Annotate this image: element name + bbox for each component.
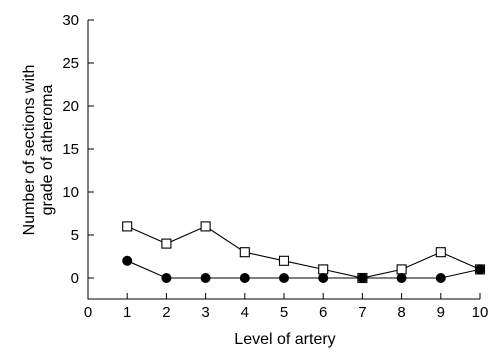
ticks: 0 5 10 15 20 25 30 0 1 2 3 4 5 6 7 8 9 10 bbox=[62, 12, 488, 321]
y-tick-label: 25 bbox=[62, 55, 79, 72]
data-point-circle bbox=[318, 273, 329, 283]
x-tick-label: 1 bbox=[123, 304, 131, 321]
data-point-square bbox=[318, 264, 329, 275]
y-tick-label: 0 bbox=[71, 270, 79, 287]
x-tick-label: 6 bbox=[319, 304, 327, 321]
data-point-circle bbox=[161, 273, 172, 283]
data-point-circle bbox=[475, 264, 485, 275]
x-tick-label: 10 bbox=[472, 304, 488, 321]
y-axis-label-line-2: grade of atheroma bbox=[39, 85, 56, 216]
y-axis-label-line-1: Number of sections with bbox=[21, 65, 38, 236]
x-tick-label: 8 bbox=[397, 304, 405, 321]
data-point-square bbox=[239, 247, 250, 258]
data-point-square bbox=[161, 238, 172, 249]
y-tick-label: 30 bbox=[62, 12, 79, 29]
data-series bbox=[122, 221, 486, 284]
y-tick-label: 10 bbox=[62, 184, 79, 201]
series-2 bbox=[122, 255, 485, 283]
data-point-square bbox=[122, 221, 133, 232]
y-tick-label: 5 bbox=[71, 227, 79, 244]
y-tick-label: 15 bbox=[62, 141, 79, 158]
data-point-circle bbox=[239, 273, 250, 283]
x-tick-label: 3 bbox=[201, 304, 209, 321]
data-point-circle bbox=[357, 273, 368, 283]
series-line bbox=[126, 225, 481, 279]
data-point-square bbox=[435, 247, 446, 258]
series-1 bbox=[122, 221, 486, 284]
data-point-circle bbox=[396, 273, 407, 283]
x-tick-label: 7 bbox=[358, 304, 366, 321]
data-point-circle bbox=[200, 273, 211, 283]
y-axis-label: Number of sections with grade of atherom… bbox=[21, 65, 56, 236]
data-point-circle bbox=[279, 273, 289, 283]
data-point-square bbox=[200, 221, 211, 232]
x-tick-label: 0 bbox=[84, 304, 92, 321]
y-tick-label: 20 bbox=[62, 98, 79, 115]
x-tick-label: 4 bbox=[241, 304, 249, 321]
data-point-square bbox=[396, 264, 407, 275]
x-tick-label: 5 bbox=[280, 304, 288, 321]
x-tick-label: 2 bbox=[162, 304, 170, 321]
data-point-circle bbox=[435, 273, 446, 283]
series-line bbox=[126, 260, 481, 279]
data-point-square bbox=[278, 255, 290, 266]
x-tick-label: 9 bbox=[437, 304, 445, 321]
x-axis-label: Level of artery bbox=[234, 331, 335, 348]
data-point-circle bbox=[122, 255, 133, 266]
